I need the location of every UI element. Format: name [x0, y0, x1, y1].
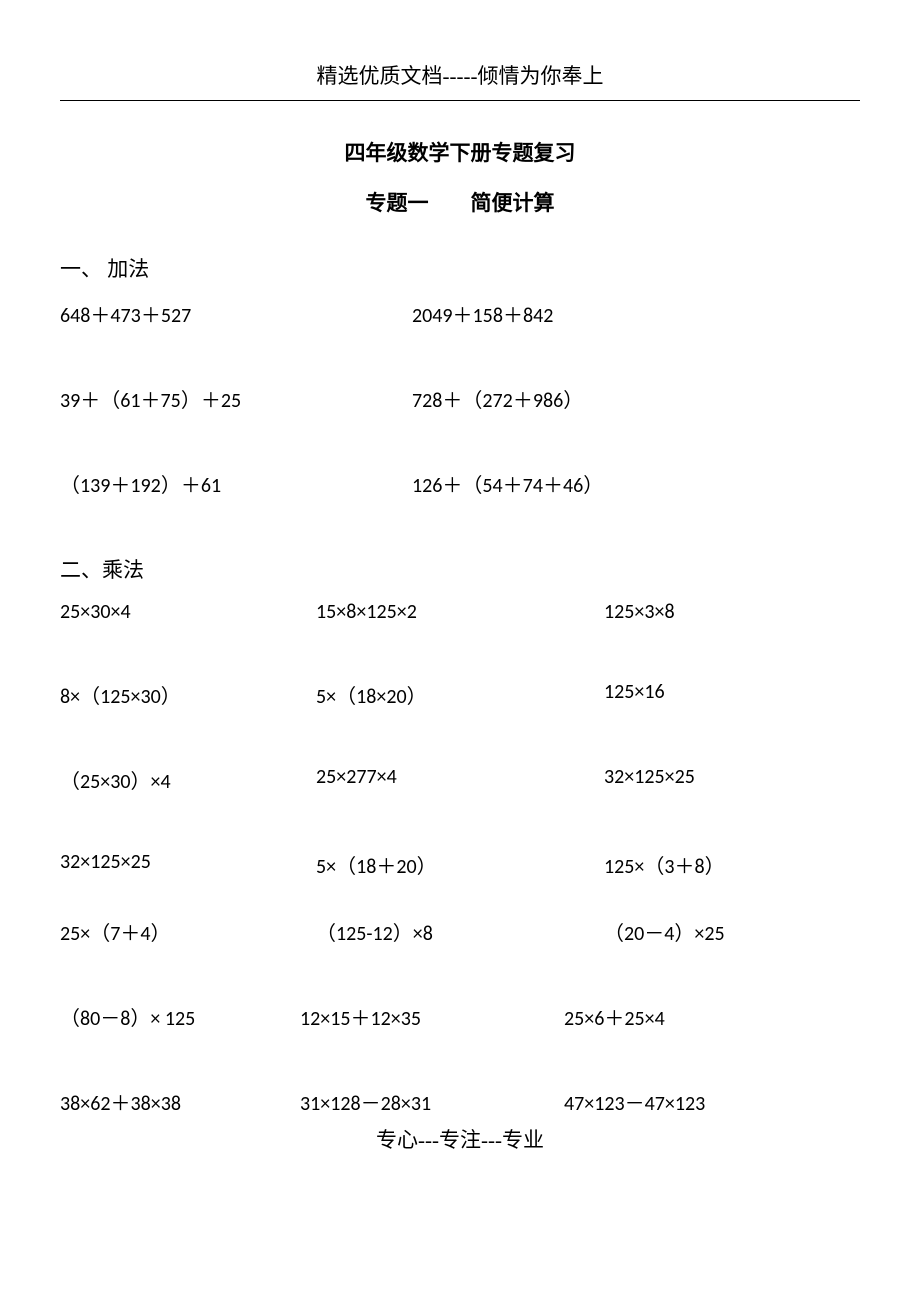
problem-cell: 25×30×4 — [60, 600, 316, 624]
doc-subtitle: 专题一 简便计算 — [60, 187, 860, 217]
problem-cell: 126＋（54＋74＋46） — [412, 469, 860, 498]
problem-cell: 648＋473＋527 — [60, 299, 412, 328]
problem-cell: 2049＋158＋842 — [412, 299, 860, 328]
problem-cell: 47×123－47×123 — [564, 1087, 860, 1116]
problem-row: 39＋（61＋75）＋25 728＋（272＋986） — [60, 384, 860, 413]
problem-cell: 5×（18×20） — [316, 680, 604, 709]
problem-cell: 15×8×125×2 — [316, 600, 604, 624]
problem-row: 38×62＋38×38 31×128－28×31 47×123－47×123 — [60, 1087, 860, 1116]
problem-cell: 5×（18＋20） — [316, 850, 604, 879]
section-multiplication-heading: 二、乘法 — [60, 554, 860, 584]
problem-cell: （25×30）×4 — [60, 765, 316, 794]
problem-cell: 32×125×25 — [60, 850, 316, 879]
problem-cell: 25×（7＋4） — [60, 917, 316, 946]
problem-row: 32×125×25 5×（18＋20） 125×（3＋8） — [60, 850, 860, 879]
problem-row: 25×（7＋4） （125-12）×8 （20－4）×25 — [60, 917, 860, 946]
problem-cell: 8×（125×30） — [60, 680, 316, 709]
problem-cell: 32×125×25 — [604, 765, 860, 794]
problem-cell: （20－4）×25 — [604, 917, 860, 946]
doc-title: 四年级数学下册专题复习 — [60, 137, 860, 167]
problem-cell: 38×62＋38×38 — [60, 1087, 300, 1116]
problem-cell: 125×3×8 — [604, 600, 860, 624]
problem-cell: 12×15＋12×35 — [300, 1002, 564, 1031]
problem-row: （139＋192）＋61 126＋（54＋74＋46） — [60, 469, 860, 498]
problem-cell: 25×6＋25×4 — [564, 1002, 860, 1031]
problem-cell: （139＋192）＋61 — [60, 469, 412, 498]
problem-cell: 31×128－28×31 — [300, 1087, 564, 1116]
problem-cell: （125-12）×8 — [316, 917, 604, 946]
page-header: 精选优质文档-----倾情为你奉上 — [60, 60, 860, 101]
problem-cell: 125×16 — [604, 680, 860, 709]
problem-cell: 25×277×4 — [316, 765, 604, 794]
problem-cell: 728＋（272＋986） — [412, 384, 860, 413]
problem-row: （25×30）×4 25×277×4 32×125×25 — [60, 765, 860, 794]
problem-row: 8×（125×30） 5×（18×20） 125×16 — [60, 680, 860, 709]
problem-cell: 125×（3＋8） — [604, 850, 860, 879]
problem-row: 648＋473＋527 2049＋158＋842 — [60, 299, 860, 328]
problem-cell: （80－8）× 125 — [60, 1002, 300, 1031]
problem-cell: 39＋（61＋75）＋25 — [60, 384, 412, 413]
problem-row: （80－8）× 125 12×15＋12×35 25×6＋25×4 — [60, 1002, 860, 1031]
section-addition-heading: 一、 加法 — [60, 253, 860, 283]
problem-row: 25×30×4 15×8×125×2 125×3×8 — [60, 600, 860, 624]
page-footer: 专心---专注---专业 — [60, 1124, 860, 1154]
